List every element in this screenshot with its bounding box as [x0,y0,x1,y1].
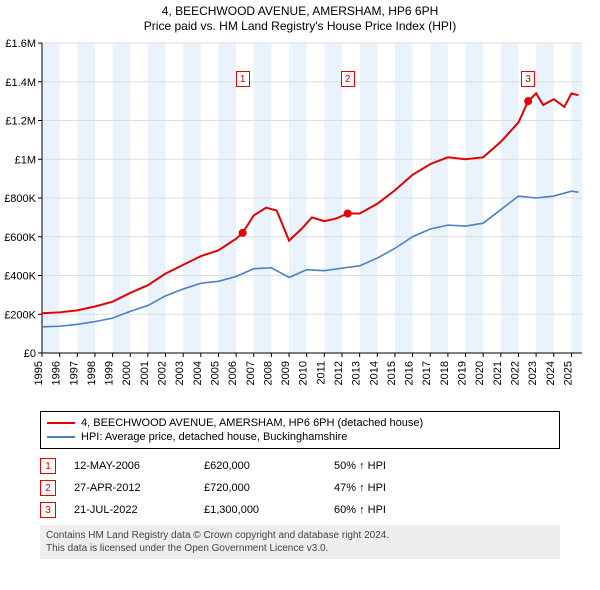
title-subtitle: Price paid vs. HM Land Registry's House … [0,19,600,33]
chart-container: 4, BEECHWOOD AVENUE, AMERSHAM, HP6 6PH P… [0,0,600,559]
svg-text:2017: 2017 [421,361,433,385]
sale-marker-label: 3 [521,71,535,87]
svg-text:2004: 2004 [192,361,204,385]
sales-table: 1 12-MAY-2006£620,00050% ↑ HPI 2 27-APR-201… [40,455,560,521]
chart-svg: £0 £200K £400K £600K £800K £1M £1.2M £1.4M £1.6M… [0,35,600,405]
svg-text:2021: 2021 [492,361,504,385]
svg-text:2020: 2020 [474,361,486,385]
svg-text:2001: 2001 [139,361,151,385]
legend-label: 4, BEECHWOOD AVENUE, AMERSHAM, HP6 6PH (… [81,417,423,429]
footer-attribution: Contains HM Land Registry data © Crown c… [40,525,560,559]
svg-text:2019: 2019 [457,361,469,385]
svg-text:2006: 2006 [227,361,239,385]
sale-number-badge: 3 [40,502,56,518]
svg-text:2012: 2012 [333,361,345,385]
svg-text:1997: 1997 [68,361,80,385]
svg-text:1999: 1999 [104,361,116,385]
svg-text:1998: 1998 [86,361,98,385]
svg-text:2015: 2015 [386,361,398,385]
sale-row: 3 21-JUL-2022£1,300,00060% ↑ HPI [40,499,560,521]
sale-pct-vs-hpi: 47% ↑ HPI [334,482,474,494]
svg-text:2008: 2008 [262,361,274,385]
svg-text:2007: 2007 [245,361,257,385]
footer-line2: This data is licensed under the Open Gov… [46,542,554,555]
svg-text:2013: 2013 [351,361,363,385]
svg-text:2000: 2000 [121,361,133,385]
sale-price: £620,000 [204,460,334,472]
sale-pct-vs-hpi: 50% ↑ HPI [334,460,474,472]
svg-text:£0: £0 [24,348,36,360]
sale-marker-label: 2 [341,71,355,87]
legend-item: HPI: Average price, detached house, Buck… [47,430,553,444]
svg-text:2023: 2023 [527,361,539,385]
svg-text:£600K: £600K [4,232,36,244]
legend: 4, BEECHWOOD AVENUE, AMERSHAM, HP6 6PH (… [40,411,560,449]
svg-text:£1.6M: £1.6M [5,38,36,50]
svg-text:1996: 1996 [51,361,63,385]
svg-text:2003: 2003 [174,361,186,385]
sale-price: £720,000 [204,482,334,494]
legend-swatch [47,436,75,438]
svg-text:£200K: £200K [4,309,36,321]
svg-text:1995: 1995 [33,361,45,385]
sale-date: 27-APR-2012 [74,482,204,494]
svg-text:£1.2M: £1.2M [5,116,36,128]
sale-date: 21-JUL-2022 [74,504,204,516]
sale-price: £1,300,000 [204,504,334,516]
sale-row: 1 12-MAY-2006£620,00050% ↑ HPI [40,455,560,477]
sale-number-badge: 2 [40,480,56,496]
svg-text:2009: 2009 [280,361,292,385]
svg-text:2022: 2022 [509,361,521,385]
svg-text:£800K: £800K [4,193,36,205]
svg-text:2014: 2014 [368,361,380,385]
svg-text:2018: 2018 [439,361,451,385]
title-block: 4, BEECHWOOD AVENUE, AMERSHAM, HP6 6PH P… [0,0,600,35]
svg-text:2011: 2011 [315,361,327,385]
svg-text:2002: 2002 [157,361,169,385]
sale-row: 2 27-APR-2012£720,00047% ↑ HPI [40,477,560,499]
title-address: 4, BEECHWOOD AVENUE, AMERSHAM, HP6 6PH [0,4,600,18]
svg-text:2005: 2005 [209,361,221,385]
sale-number-badge: 1 [40,458,56,474]
svg-text:2025: 2025 [562,361,574,385]
svg-text:2024: 2024 [545,361,557,385]
svg-text:£1M: £1M [15,154,36,166]
footer-line1: Contains HM Land Registry data © Crown c… [46,529,554,542]
svg-text:2010: 2010 [298,361,310,385]
svg-text:£400K: £400K [4,271,36,283]
chart-area: £0 £200K £400K £600K £800K £1M £1.2M £1.4M £1.6M… [0,35,600,405]
sale-pct-vs-hpi: 60% ↑ HPI [334,504,474,516]
legend-item: 4, BEECHWOOD AVENUE, AMERSHAM, HP6 6PH (… [47,416,553,430]
svg-text:£1.4M: £1.4M [5,77,36,89]
sale-date: 12-MAY-2006 [74,460,204,472]
svg-text:2016: 2016 [404,361,416,385]
legend-label: HPI: Average price, detached house, Buck… [81,431,347,443]
legend-swatch [47,422,75,424]
sale-marker-label: 1 [236,71,250,87]
